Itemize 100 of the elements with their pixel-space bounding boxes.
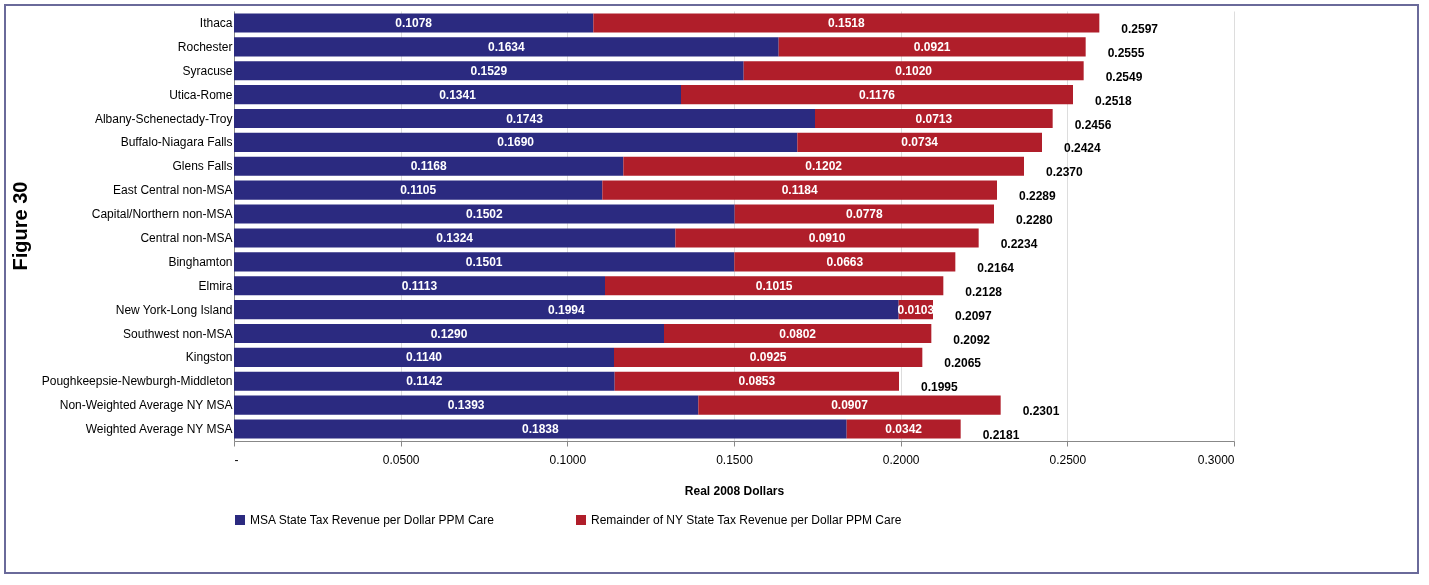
y-tick-label: Binghamton: [168, 254, 233, 269]
bar: [234, 252, 735, 272]
y-tick-label: New York-Long Island: [115, 302, 233, 317]
y-tick-label: Kingston: [185, 350, 233, 365]
data-label: 0.0910: [808, 230, 846, 245]
bar: [234, 419, 847, 439]
bar: [664, 323, 932, 344]
bar: [698, 395, 1001, 415]
total-label: 0.2289: [1019, 189, 1057, 204]
bar: [797, 132, 1042, 152]
bar: [234, 395, 699, 415]
bar: [234, 180, 603, 200]
data-label: 0.1290: [430, 326, 468, 341]
y-tick-label: Central non-MSA: [140, 230, 233, 245]
bar: [675, 228, 979, 248]
total-label: 0.2456: [1074, 117, 1112, 132]
text: Figure 30: [9, 181, 32, 271]
data-label: 0.0853: [738, 374, 776, 389]
bar: [234, 132, 798, 152]
data-label: 0.1994: [547, 302, 586, 317]
bar: [743, 61, 1084, 81]
data-label: 0.1113: [401, 278, 438, 293]
bar: [602, 180, 997, 200]
data-label: 0.1168: [410, 159, 448, 174]
total-label: 0.2597: [1121, 21, 1159, 36]
y-tick-label: Capital/Northern non-MSA: [91, 207, 233, 222]
y-tick-label: Utica-Rome: [169, 87, 233, 102]
data-label: 0.1202: [805, 159, 843, 174]
data-label: 0.0925: [749, 350, 787, 365]
data-label: 0.1634: [487, 39, 526, 54]
bar: [614, 371, 899, 391]
bar: [234, 13, 594, 33]
data-label: 0.1142: [406, 374, 443, 389]
y-tick-label: Poughkeepsie-Newburgh-Middleton: [41, 374, 233, 389]
data-label: 0.0713: [915, 111, 953, 126]
bar: [234, 85, 681, 105]
data-label: 0.1690: [497, 135, 535, 150]
total-label: 0.1995: [921, 380, 959, 395]
data-label: 0.0921: [913, 39, 951, 54]
total-label: 0.2065: [944, 356, 982, 371]
x-tick-label: 0.1500: [716, 452, 754, 467]
y-tick-label: Weighted Average NY MSA: [85, 422, 233, 437]
bar: [234, 228, 676, 248]
bar: [815, 108, 1053, 129]
bar: [234, 204, 735, 224]
total-label: 0.2097: [955, 308, 993, 323]
data-label: 0.1015: [755, 278, 793, 293]
data-label: 0.0663: [826, 254, 864, 269]
total-label: 0.2164: [977, 260, 1015, 275]
data-label: 0.1105: [400, 183, 437, 198]
data-label: 0.1341: [439, 87, 477, 102]
total-label: 0.2181: [982, 428, 1020, 443]
bar: [234, 276, 605, 296]
bar: [234, 300, 899, 320]
y-tick-label: Albany-Schenectady-Troy: [94, 111, 233, 126]
bar: [623, 156, 1024, 176]
data-label: 0.0778: [845, 207, 884, 222]
data-label: 0.1502: [465, 207, 504, 222]
bar: [234, 347, 614, 367]
y-tick-label: Ithaca: [199, 15, 233, 30]
x-tick-label: -: [234, 452, 239, 467]
x-tick-label: 0.3000: [1197, 452, 1235, 467]
data-label: 0.1078: [395, 15, 433, 30]
x-tick-label: 0.0500: [382, 452, 420, 467]
data-label: 0.0734: [901, 135, 939, 150]
data-label: 0.1184: [781, 183, 819, 198]
bar: [234, 371, 615, 391]
total-label: 0.2128: [965, 284, 1003, 299]
data-label: 0.0907: [831, 398, 869, 413]
total-label: 0.2092: [953, 332, 991, 347]
data-label: 0.0802: [779, 326, 817, 341]
total-label: 0.2555: [1107, 45, 1145, 60]
data-label: 0.1518: [827, 15, 866, 30]
y-tick-label: Elmira: [198, 278, 233, 293]
y-tick-label: Southwest non-MSA: [123, 326, 233, 341]
data-label: 0.1529: [470, 63, 508, 78]
total-label: 0.2370: [1046, 165, 1084, 180]
bar: [605, 276, 944, 296]
bar: [593, 13, 1100, 33]
bar: [234, 61, 744, 81]
total-label: 0.2424: [1064, 141, 1102, 156]
total-label: 0.2549: [1105, 69, 1143, 84]
y-tick-label: Glens Falls: [172, 159, 233, 174]
y-tick-label: East Central non-MSA: [113, 183, 233, 198]
bar: [681, 85, 1073, 105]
legend-label: MSA State Tax Revenue per Dollar PPM Care: [250, 513, 495, 527]
bar: [234, 323, 664, 344]
bar: [734, 204, 994, 224]
total-label: 0.2301: [1022, 404, 1060, 419]
bar: [734, 252, 956, 272]
y-tick-label: Non-Weighted Average NY MSA: [59, 398, 233, 413]
x-tick-label: 0.2000: [882, 452, 920, 467]
x-tick-label: 0.2500: [1049, 452, 1087, 467]
bar: [614, 347, 923, 367]
data-label: 0.1743: [506, 111, 544, 126]
data-label: 0.1176: [858, 87, 896, 102]
bar: [234, 156, 624, 176]
y-tick-label: Syracuse: [182, 63, 233, 78]
data-label: 0.0342: [885, 422, 923, 437]
y-tick-label: Buffalo-Niagara Falls: [120, 135, 233, 150]
